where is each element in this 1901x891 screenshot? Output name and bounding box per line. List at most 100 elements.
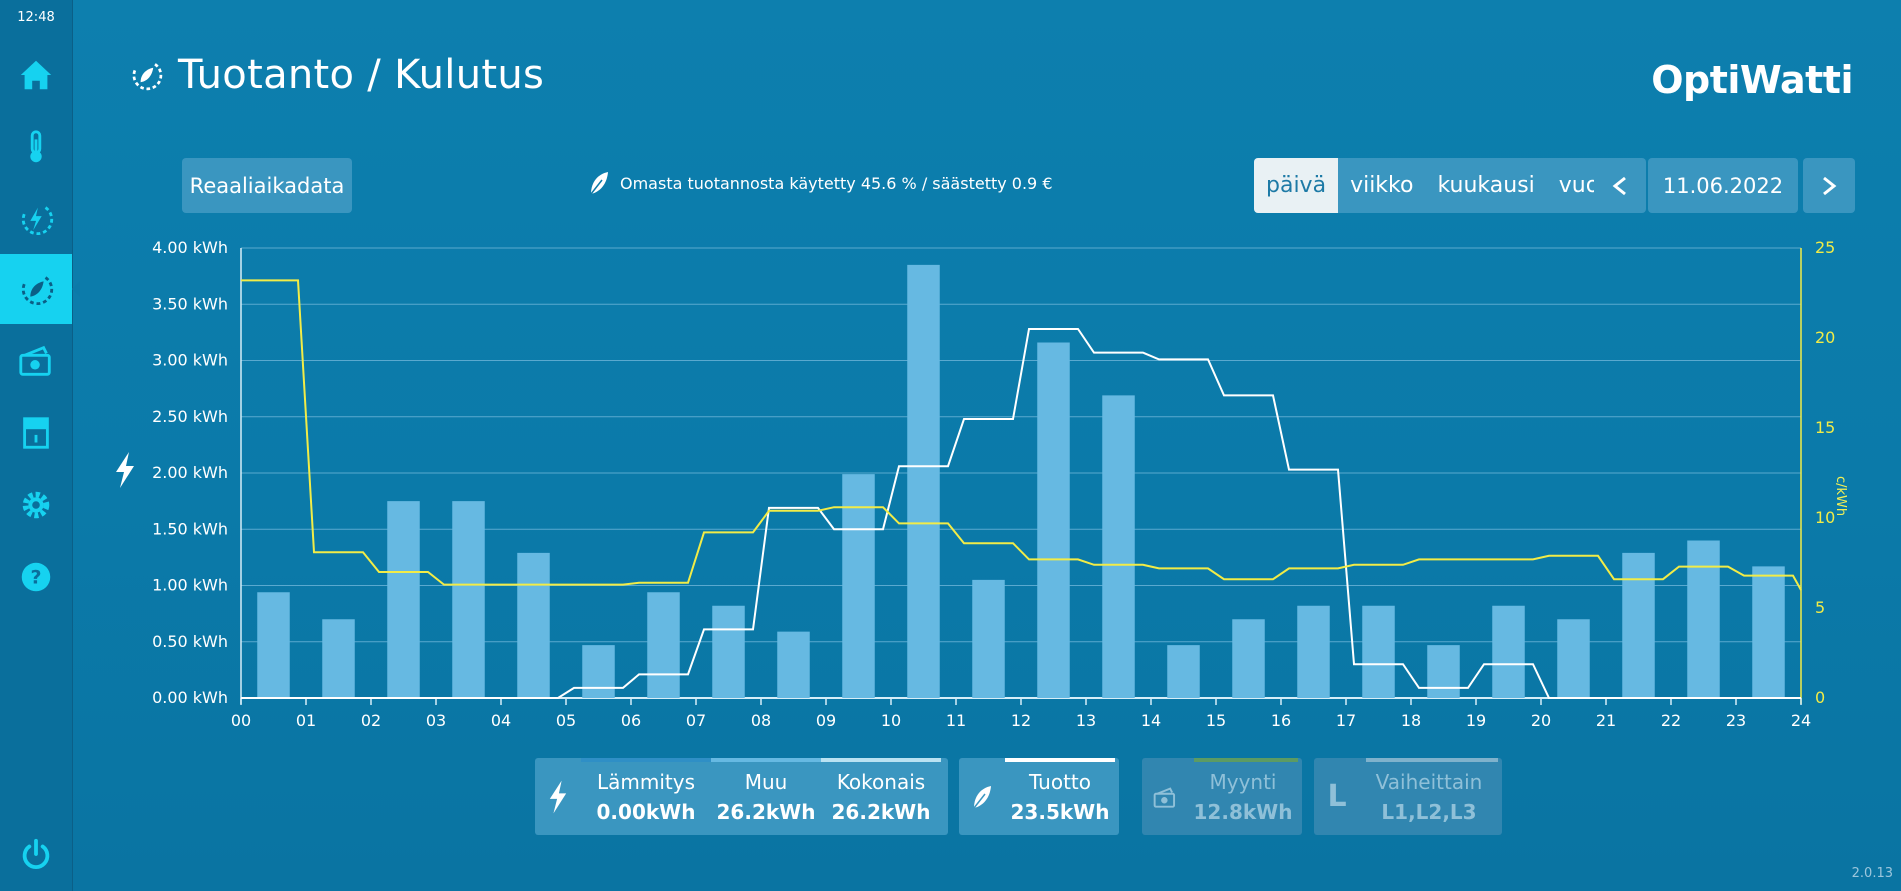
- sales-label: Myynti: [1209, 769, 1277, 794]
- x-tick-label: 05: [556, 711, 576, 730]
- phases-label: Vaiheittain: [1375, 769, 1483, 794]
- lightning-icon: [114, 452, 136, 492]
- energy-bar: [972, 579, 1005, 698]
- heating-label: Lämmitys: [596, 769, 696, 794]
- energy-bar: [1232, 619, 1265, 698]
- energy-bar: [647, 592, 680, 698]
- consumption-summary[interactable]: Lämmitys 0.00kWh Muu 26.2kWh Kokonais 26…: [535, 758, 948, 835]
- energy-bar: [1557, 619, 1590, 698]
- y-tick-left: 3.50 kWh: [152, 294, 228, 313]
- energy-bar: [1362, 605, 1395, 698]
- energy-bar: [257, 592, 290, 698]
- energy-bar: [517, 552, 550, 698]
- x-tick-label: 17: [1336, 711, 1356, 730]
- production-summary[interactable]: Tuotto 23.5kWh: [959, 758, 1119, 835]
- y-tick-left: 2.00 kWh: [152, 463, 228, 482]
- x-tick-label: 04: [491, 711, 511, 730]
- y-tick-left: 4.00 kWh: [152, 238, 228, 257]
- nav-settings[interactable]: [0, 470, 72, 540]
- phases-summary[interactable]: L Vaiheittain L1,L2,L3: [1314, 758, 1502, 835]
- energy-bar: [452, 501, 485, 698]
- nav-meter[interactable]: [0, 398, 72, 468]
- y-tick-right: 15: [1815, 418, 1835, 437]
- x-tick-label: 15: [1206, 711, 1226, 730]
- heating-stat[interactable]: Lämmitys 0.00kWh: [581, 758, 711, 835]
- y-tick-right: 0: [1815, 688, 1825, 707]
- energy-bar: [1297, 605, 1330, 698]
- total-label: Kokonais: [836, 769, 926, 794]
- energy-bar: [907, 264, 940, 698]
- period-week[interactable]: viikko: [1350, 173, 1414, 198]
- other-stat[interactable]: Muu 26.2kWh: [711, 758, 821, 835]
- period-day[interactable]: päivä: [1254, 158, 1339, 213]
- energy-bar: [1037, 342, 1070, 698]
- brand-logo: OptiWatti: [1651, 58, 1853, 102]
- x-tick-label: 23: [1726, 711, 1746, 730]
- sales-summary[interactable]: Myynti 12.8kWh: [1142, 758, 1302, 835]
- energy-bar: [322, 619, 355, 698]
- page-header: Tuotanto / Kulutus: [128, 52, 544, 98]
- y-tick-left: 0.50 kWh: [152, 632, 228, 651]
- savings-text: Omasta tuotannosta käytetty 45.6 % / sää…: [620, 173, 1053, 193]
- phases-stat[interactable]: Vaiheittain L1,L2,L3: [1360, 758, 1498, 835]
- y-axis-right-label: c/kWh: [1833, 476, 1848, 517]
- x-tick-label: 24: [1791, 711, 1811, 730]
- energy-bar: [777, 631, 810, 698]
- x-tick-label: 09: [816, 711, 836, 730]
- help-icon: ?: [21, 562, 51, 592]
- price-line: [241, 279, 1802, 591]
- y-tick-right: 20: [1815, 328, 1835, 347]
- consumption-line: [241, 328, 1801, 699]
- production-label: Tuotto: [1028, 769, 1091, 794]
- leaf-icon: [590, 172, 608, 195]
- x-tick-label: 00: [231, 711, 251, 730]
- energy-bar: [1752, 566, 1785, 698]
- next-date-button[interactable]: [1803, 158, 1855, 213]
- y-tick-left: 0.00 kWh: [152, 688, 228, 707]
- thermometer-icon: [30, 130, 42, 163]
- realtime-button[interactable]: Reaaliaikadata: [182, 158, 352, 213]
- meter-icon: [23, 417, 49, 449]
- nav-home[interactable]: [0, 40, 72, 110]
- x-tick-label: 01: [296, 711, 316, 730]
- energy-bar: [1492, 605, 1525, 698]
- money-icon: [19, 345, 51, 376]
- y-tick-right: 25: [1815, 238, 1835, 257]
- nav-help[interactable]: ?: [0, 542, 72, 612]
- phases-letter: L: [1327, 778, 1347, 814]
- x-tick-label: 22: [1661, 711, 1681, 730]
- total-stat[interactable]: Kokonais 26.2kWh: [821, 758, 941, 835]
- nav-production[interactable]: [0, 254, 80, 324]
- x-tick-label: 12: [1011, 711, 1031, 730]
- power-icon: [22, 838, 50, 869]
- y-tick-right: 10: [1815, 508, 1835, 527]
- period-month[interactable]: kuukausi: [1437, 173, 1535, 198]
- power-button[interactable]: [0, 820, 72, 890]
- nav-money[interactable]: [0, 326, 72, 396]
- active-indicator: [72, 281, 80, 297]
- date-display[interactable]: 11.06.2022: [1648, 158, 1798, 213]
- production-value: 23.5kWh: [1010, 799, 1110, 824]
- y-tick-right: 5: [1815, 598, 1825, 617]
- x-tick-label: 11: [946, 711, 966, 730]
- nav-temperature[interactable]: [0, 112, 72, 182]
- energy-bar: [1167, 645, 1200, 698]
- x-tick-label: 07: [686, 711, 706, 730]
- energy-bar: [387, 501, 420, 698]
- nav-energy[interactable]: [0, 184, 72, 254]
- energy-bar: [1622, 552, 1655, 698]
- svg-text:?: ?: [30, 567, 41, 589]
- sales-stat[interactable]: Myynti 12.8kWh: [1188, 758, 1298, 835]
- x-tick-label: 10: [881, 711, 901, 730]
- lightning-icon: [535, 758, 581, 835]
- production-stat[interactable]: Tuotto 23.5kWh: [1005, 758, 1115, 835]
- total-value: 26.2kWh: [831, 799, 931, 824]
- x-tick-label: 08: [751, 711, 771, 730]
- home-icon: [20, 60, 52, 90]
- energy-bar: [1687, 540, 1720, 698]
- prev-date-button[interactable]: [1594, 158, 1646, 213]
- money-icon: [1142, 758, 1188, 835]
- production-icon: [21, 276, 54, 306]
- period-selector: päivä viikko kuukausi vuosi: [1254, 158, 1629, 213]
